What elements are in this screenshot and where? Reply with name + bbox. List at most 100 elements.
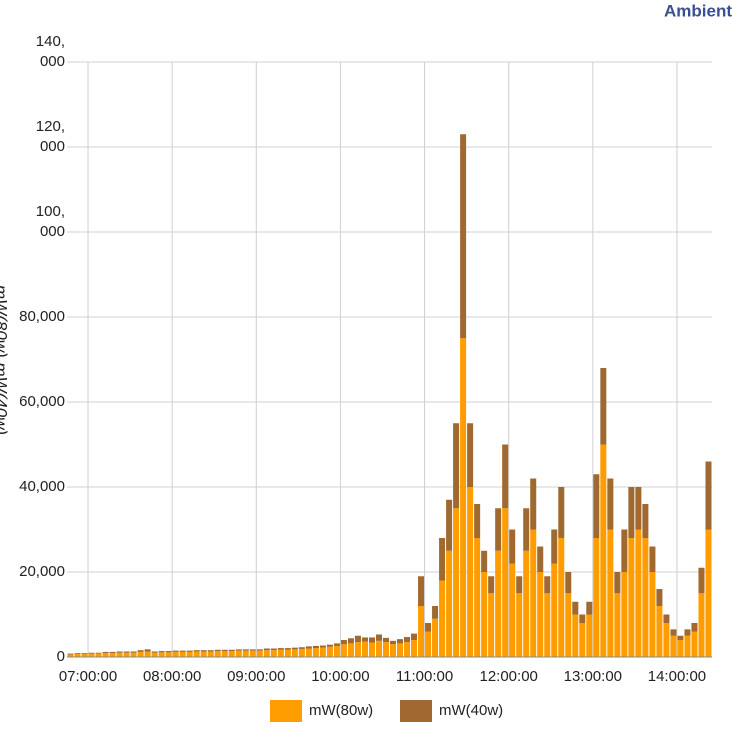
bar bbox=[137, 651, 144, 657]
y-tick-label: 140, 000 bbox=[36, 33, 65, 70]
bar bbox=[537, 546, 544, 572]
bar bbox=[474, 504, 481, 538]
legend-swatch bbox=[400, 700, 432, 722]
bar bbox=[579, 623, 586, 657]
bar bbox=[446, 499, 453, 551]
bar bbox=[439, 580, 446, 657]
bar bbox=[249, 649, 256, 651]
bar bbox=[172, 650, 179, 652]
bar bbox=[530, 478, 537, 530]
bar bbox=[551, 529, 558, 564]
bar bbox=[270, 648, 277, 651]
bar bbox=[551, 563, 558, 657]
bar bbox=[677, 640, 684, 657]
bar bbox=[460, 338, 467, 657]
bar bbox=[593, 538, 600, 657]
bar bbox=[116, 651, 123, 653]
bar bbox=[481, 572, 488, 657]
bar bbox=[614, 572, 621, 594]
bar bbox=[663, 623, 670, 657]
bar bbox=[649, 572, 656, 657]
bar bbox=[516, 576, 523, 594]
bar bbox=[249, 650, 256, 657]
bar bbox=[404, 642, 411, 657]
bar bbox=[404, 637, 411, 643]
bar bbox=[270, 650, 277, 657]
bar bbox=[319, 645, 326, 648]
bar bbox=[368, 637, 375, 643]
x-tick-label: 10:00:00 bbox=[311, 668, 369, 685]
bar bbox=[509, 529, 516, 564]
bar bbox=[137, 650, 144, 652]
bar bbox=[474, 538, 481, 657]
bar bbox=[102, 651, 109, 654]
bar bbox=[298, 647, 305, 649]
bar bbox=[67, 653, 74, 655]
bar bbox=[347, 638, 354, 644]
bar bbox=[572, 614, 579, 657]
x-tick-label: 07:00:00 bbox=[59, 668, 117, 685]
bar bbox=[586, 614, 593, 657]
bar bbox=[214, 649, 221, 652]
bar bbox=[200, 651, 207, 657]
bar bbox=[642, 504, 649, 538]
bar bbox=[186, 651, 193, 657]
y-tick-label: 60,000 bbox=[19, 393, 65, 410]
bar bbox=[453, 423, 460, 509]
bar bbox=[481, 550, 488, 572]
bar bbox=[684, 629, 691, 636]
legend-label: mW(80w) bbox=[309, 702, 373, 719]
bar bbox=[74, 654, 81, 657]
bar bbox=[593, 474, 600, 538]
bar bbox=[418, 576, 425, 606]
bar bbox=[95, 653, 102, 657]
bar bbox=[544, 576, 551, 594]
bar bbox=[523, 508, 530, 551]
bar bbox=[109, 651, 116, 654]
bar bbox=[502, 508, 509, 657]
bar bbox=[305, 646, 312, 649]
x-tick-label: 09:00:00 bbox=[227, 668, 285, 685]
bar bbox=[523, 550, 530, 657]
bar bbox=[228, 649, 235, 652]
bar bbox=[263, 648, 270, 651]
bar bbox=[144, 651, 151, 657]
bar bbox=[663, 614, 670, 623]
bar bbox=[81, 653, 88, 655]
bar bbox=[312, 648, 319, 657]
bar bbox=[130, 652, 137, 657]
bar bbox=[319, 647, 326, 657]
bar bbox=[116, 652, 123, 657]
bar bbox=[684, 635, 691, 657]
bar bbox=[326, 644, 333, 647]
bar bbox=[607, 529, 614, 657]
bar bbox=[621, 529, 628, 572]
bar bbox=[432, 618, 439, 657]
bar bbox=[621, 572, 628, 657]
bar bbox=[670, 635, 677, 657]
bar bbox=[607, 478, 614, 530]
bar bbox=[312, 645, 319, 649]
bar bbox=[214, 651, 221, 657]
bar bbox=[88, 652, 95, 654]
bar bbox=[698, 567, 705, 594]
bar bbox=[67, 654, 74, 657]
bar bbox=[263, 650, 270, 657]
bar bbox=[144, 649, 151, 652]
bar bbox=[242, 649, 249, 651]
y-axis-label: mW(80w),mW(40w) bbox=[0, 285, 11, 435]
bar bbox=[425, 623, 432, 632]
bar bbox=[123, 652, 130, 657]
bar bbox=[277, 649, 284, 657]
bar bbox=[221, 649, 228, 652]
bar bbox=[691, 631, 698, 657]
bar bbox=[207, 650, 214, 652]
bar bbox=[425, 631, 432, 657]
bar bbox=[179, 651, 186, 657]
bar bbox=[165, 651, 172, 653]
bar bbox=[326, 646, 333, 657]
bar bbox=[656, 606, 663, 657]
bar bbox=[242, 650, 249, 657]
bar bbox=[277, 648, 284, 650]
bar bbox=[158, 651, 165, 653]
